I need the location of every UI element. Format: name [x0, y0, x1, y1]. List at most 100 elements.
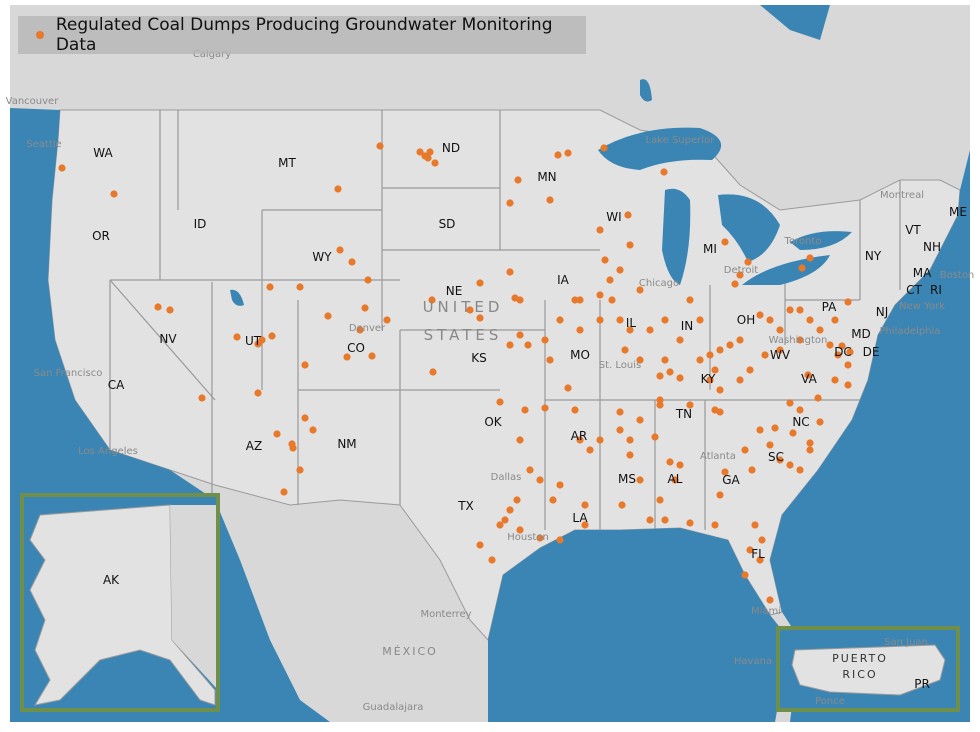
coal-dump-marker[interactable]: [506, 506, 514, 514]
coal-dump-marker[interactable]: [646, 326, 654, 334]
coal-dump-marker[interactable]: [428, 296, 436, 304]
coal-dump-marker[interactable]: [776, 456, 784, 464]
coal-dump-marker[interactable]: [600, 144, 608, 152]
coal-dump-marker[interactable]: [541, 404, 549, 412]
coal-dump-marker[interactable]: [744, 258, 752, 266]
coal-dump-marker[interactable]: [731, 280, 739, 288]
coal-dump-marker[interactable]: [546, 196, 554, 204]
coal-dump-marker[interactable]: [844, 381, 852, 389]
coal-dump-marker[interactable]: [166, 306, 174, 314]
coal-dump-marker[interactable]: [806, 316, 814, 324]
coal-dump-marker[interactable]: [766, 596, 774, 604]
coal-dump-marker[interactable]: [488, 556, 496, 564]
coal-dump-marker[interactable]: [816, 418, 824, 426]
coal-dump-marker[interactable]: [626, 326, 634, 334]
coal-dump-marker[interactable]: [513, 496, 521, 504]
coal-dump-marker[interactable]: [296, 466, 304, 474]
coal-dump-marker[interactable]: [646, 516, 654, 524]
coal-dump-marker[interactable]: [816, 326, 824, 334]
coal-dump-marker[interactable]: [716, 491, 724, 499]
coal-dump-marker[interactable]: [516, 331, 524, 339]
coal-dump-marker[interactable]: [343, 353, 351, 361]
coal-dump-marker[interactable]: [616, 316, 624, 324]
coal-dump-marker[interactable]: [746, 366, 754, 374]
coal-dump-marker[interactable]: [844, 298, 852, 306]
coal-dump-marker[interactable]: [556, 316, 564, 324]
coal-dump-marker[interactable]: [268, 332, 276, 340]
coal-dump-marker[interactable]: [426, 148, 434, 156]
coal-dump-marker[interactable]: [424, 154, 432, 162]
coal-dump-marker[interactable]: [796, 406, 804, 414]
coal-dump-marker[interactable]: [651, 433, 659, 441]
coal-dump-marker[interactable]: [289, 444, 297, 452]
coal-dump-marker[interactable]: [564, 149, 572, 157]
coal-dump-marker[interactable]: [556, 536, 564, 544]
coal-dump-marker[interactable]: [814, 394, 822, 402]
coal-dump-marker[interactable]: [696, 356, 704, 364]
coal-dump-marker[interactable]: [706, 351, 714, 359]
coal-dump-marker[interactable]: [711, 366, 719, 374]
coal-dump-marker[interactable]: [506, 268, 514, 276]
coal-dump-marker[interactable]: [741, 571, 749, 579]
coal-dump-marker[interactable]: [571, 406, 579, 414]
coal-dump-marker[interactable]: [721, 238, 729, 246]
coal-dump-marker[interactable]: [596, 226, 604, 234]
coal-dump-marker[interactable]: [776, 346, 784, 354]
puerto-rico-inset[interactable]: [776, 626, 960, 712]
coal-dump-marker[interactable]: [831, 376, 839, 384]
coal-dump-marker[interactable]: [798, 264, 806, 272]
coal-dump-marker[interactable]: [796, 336, 804, 344]
coal-dump-marker[interactable]: [656, 372, 664, 380]
coal-dump-marker[interactable]: [696, 316, 704, 324]
coal-dump-marker[interactable]: [476, 279, 484, 287]
coal-dump-marker[interactable]: [616, 266, 624, 274]
coal-dump-marker[interactable]: [581, 521, 589, 529]
coal-dump-marker[interactable]: [756, 311, 764, 319]
coal-dump-marker[interactable]: [526, 466, 534, 474]
coal-dump-marker[interactable]: [758, 536, 766, 544]
coal-dump-marker[interactable]: [616, 408, 624, 416]
coal-dump-marker[interactable]: [666, 458, 674, 466]
coal-dump-marker[interactable]: [766, 316, 774, 324]
coal-dump-marker[interactable]: [766, 441, 774, 449]
coal-dump-marker[interactable]: [711, 521, 719, 529]
coal-dump-marker[interactable]: [348, 258, 356, 266]
coal-dump-marker[interactable]: [741, 446, 749, 454]
coal-dump-marker[interactable]: [661, 356, 669, 364]
coal-dump-marker[interactable]: [516, 436, 524, 444]
coal-dump-marker[interactable]: [656, 401, 664, 409]
coal-dump-marker[interactable]: [736, 376, 744, 384]
coal-dump-marker[interactable]: [431, 159, 439, 167]
coal-dump-marker[interactable]: [429, 368, 437, 376]
coal-dump-marker[interactable]: [254, 389, 262, 397]
coal-dump-marker[interactable]: [746, 546, 754, 554]
coal-dump-marker[interactable]: [364, 276, 372, 284]
coal-dump-marker[interactable]: [806, 446, 814, 454]
coal-dump-marker[interactable]: [476, 541, 484, 549]
coal-dump-marker[interactable]: [761, 351, 769, 359]
coal-dump-marker[interactable]: [636, 416, 644, 424]
coal-dump-marker[interactable]: [541, 336, 549, 344]
coal-dump-marker[interactable]: [618, 501, 626, 509]
coal-dump-marker[interactable]: [806, 439, 814, 447]
coal-dump-marker[interactable]: [501, 516, 509, 524]
coal-dump-marker[interactable]: [521, 406, 529, 414]
coal-dump-marker[interactable]: [736, 336, 744, 344]
coal-dump-marker[interactable]: [736, 271, 744, 279]
coal-dump-marker[interactable]: [834, 351, 842, 359]
coal-dump-marker[interactable]: [666, 368, 674, 376]
coal-dump-marker[interactable]: [726, 341, 734, 349]
coal-dump-marker[interactable]: [676, 374, 684, 382]
coal-dump-marker[interactable]: [576, 326, 584, 334]
coal-dump-marker[interactable]: [706, 376, 714, 384]
coal-dump-marker[interactable]: [536, 476, 544, 484]
coal-dump-marker[interactable]: [786, 461, 794, 469]
coal-dump-marker[interactable]: [846, 348, 854, 356]
coal-dump-marker[interactable]: [336, 246, 344, 254]
coal-dump-marker[interactable]: [324, 312, 332, 320]
coal-dump-marker[interactable]: [806, 254, 814, 262]
coal-dump-marker[interactable]: [756, 556, 764, 564]
coal-dump-marker[interactable]: [576, 296, 584, 304]
coal-dump-marker[interactable]: [576, 436, 584, 444]
coal-dump-marker[interactable]: [301, 361, 309, 369]
